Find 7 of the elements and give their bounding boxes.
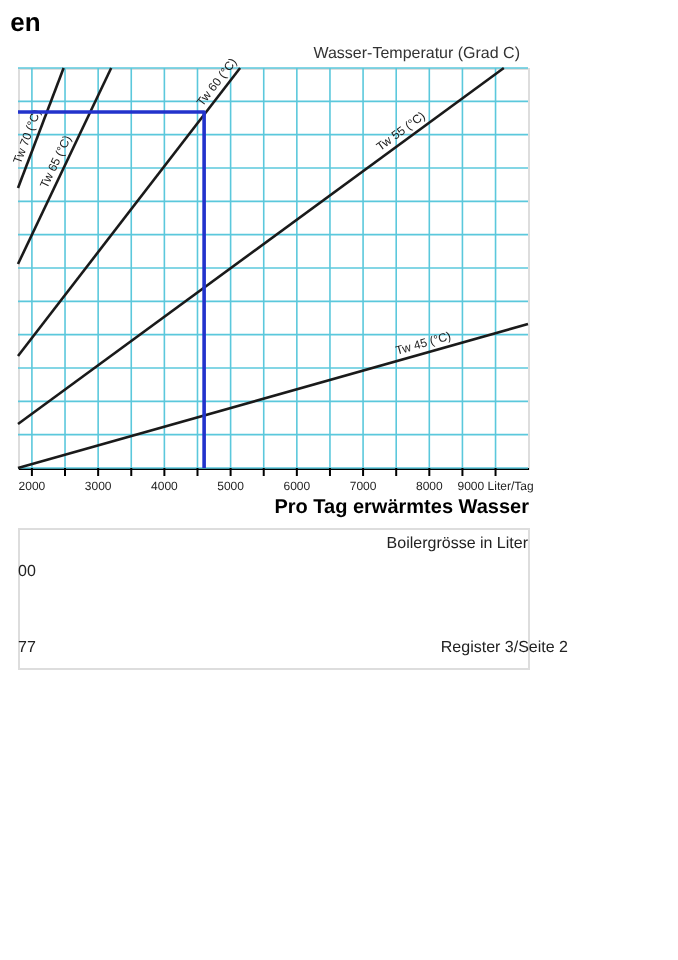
text: Boilergrösse in Liter	[386, 534, 529, 552]
chart-subtitle: Wasser-Temperatur (Grad C)	[313, 44, 521, 62]
text: Register 3/Seite 2	[440, 638, 570, 656]
chart-title: en	[10, 7, 41, 37]
text: 00	[18, 562, 37, 580]
x-axis-title: Pro Tag erwärmtes Wasser	[274, 497, 530, 519]
text: 77	[18, 638, 37, 656]
